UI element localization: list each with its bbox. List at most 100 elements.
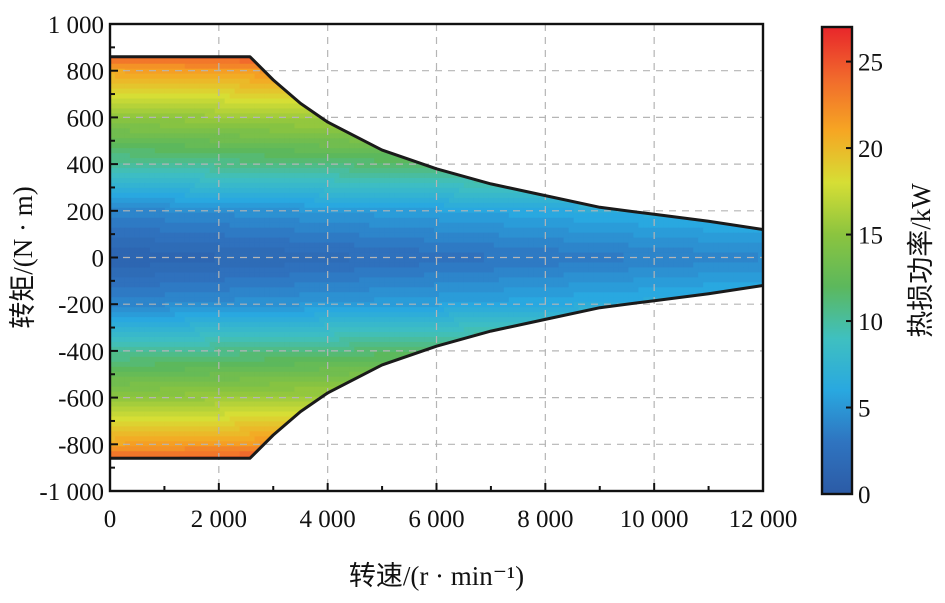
heat-cell <box>254 336 261 343</box>
heat-cell <box>224 317 231 323</box>
heat-cell <box>189 163 196 169</box>
heat-cell <box>324 212 330 219</box>
heat-cell <box>488 227 495 234</box>
heat-cell <box>528 317 535 323</box>
heat-cell <box>434 302 440 308</box>
heat-cell <box>693 227 699 234</box>
heat-cell <box>124 327 131 333</box>
heat-cell <box>334 307 340 313</box>
heat-cell <box>294 272 301 278</box>
heat-cell <box>324 262 330 269</box>
heat-cell <box>149 212 156 219</box>
heat-cell <box>244 93 251 100</box>
heat-cell <box>224 202 231 209</box>
heat-cell <box>419 212 425 219</box>
heat-cell <box>169 327 176 333</box>
heat-cell <box>618 232 625 239</box>
heat-cell <box>483 217 490 224</box>
heat-cell <box>399 158 405 164</box>
heat-cell <box>359 312 365 318</box>
heat-cell <box>319 277 325 283</box>
heat-cell <box>404 282 410 288</box>
heat-cell <box>538 242 545 249</box>
heat-cell <box>379 178 385 184</box>
heat-cell <box>493 227 500 234</box>
heat-cell <box>119 282 126 288</box>
heat-cell <box>169 118 176 124</box>
heat-cell <box>598 297 605 303</box>
heat-cell <box>219 128 226 134</box>
heat-cell <box>359 322 365 328</box>
heat-cell <box>563 237 570 244</box>
heat-cell <box>304 143 310 149</box>
heat-cell <box>563 262 570 269</box>
heat-cell <box>264 148 271 154</box>
heat-cell <box>758 237 763 244</box>
heat-cell <box>184 138 191 144</box>
heat-cell <box>748 257 754 264</box>
heat-cell <box>199 138 206 144</box>
heat-cell <box>269 133 276 139</box>
heat-cell <box>159 237 166 244</box>
heat-cell <box>294 217 301 224</box>
heat-cell <box>169 148 176 154</box>
heat-cell <box>523 297 530 303</box>
heat-cell <box>179 307 186 313</box>
heat-cell <box>184 123 191 129</box>
heat-cell <box>344 322 350 328</box>
heat-cell <box>588 282 595 288</box>
heat-cell <box>119 68 126 75</box>
heat-cell <box>254 98 261 105</box>
heat-cell <box>518 292 525 298</box>
heat-cell <box>713 232 719 239</box>
heat-cell <box>473 267 480 274</box>
heat-cell <box>394 336 400 343</box>
heat-cell <box>344 212 350 219</box>
heat-cell <box>414 262 420 269</box>
heat-cell <box>319 138 325 144</box>
heat-cell <box>508 202 515 209</box>
heat-cell <box>359 182 365 189</box>
heat-cell <box>119 312 126 318</box>
heat-cell <box>294 336 301 343</box>
heat-cell <box>219 158 226 164</box>
heat-cell <box>264 128 271 134</box>
heat-cell <box>129 187 136 194</box>
heat-cell <box>229 247 236 254</box>
heat-cell <box>414 307 420 313</box>
heat-cell <box>149 88 156 95</box>
heat-cell <box>663 302 669 308</box>
heat-cell <box>244 197 251 204</box>
heat-cell <box>578 237 585 244</box>
heat-cell <box>463 197 470 204</box>
heat-cell <box>394 312 400 318</box>
heat-cell <box>548 227 555 234</box>
heat-cell <box>354 332 360 338</box>
heat-cell <box>404 297 410 303</box>
heat-cell <box>179 317 186 323</box>
heat-cell <box>254 312 261 318</box>
heat-cell <box>309 138 315 144</box>
heat-cell <box>643 242 649 249</box>
heat-cell <box>214 247 221 254</box>
heat-cell <box>608 227 615 234</box>
heat-cell <box>159 78 166 85</box>
heat-cell <box>468 312 475 318</box>
heat-cell <box>159 118 166 124</box>
heat-cell <box>229 302 236 308</box>
heat-cell <box>329 143 335 149</box>
heat-cell <box>603 212 610 219</box>
heat-cell <box>389 332 395 338</box>
heat-cell <box>149 242 156 249</box>
heat-cell <box>389 277 395 283</box>
heat-cell <box>169 113 176 119</box>
heat-cell <box>698 232 704 239</box>
heat-cell <box>623 287 630 293</box>
heat-cell <box>354 341 360 348</box>
heat-cell <box>110 262 116 269</box>
heat-cell <box>244 227 251 234</box>
heat-cell <box>648 212 654 219</box>
heat-cell <box>234 58 241 65</box>
heat-cell <box>124 113 131 119</box>
heat-cell <box>249 163 256 169</box>
